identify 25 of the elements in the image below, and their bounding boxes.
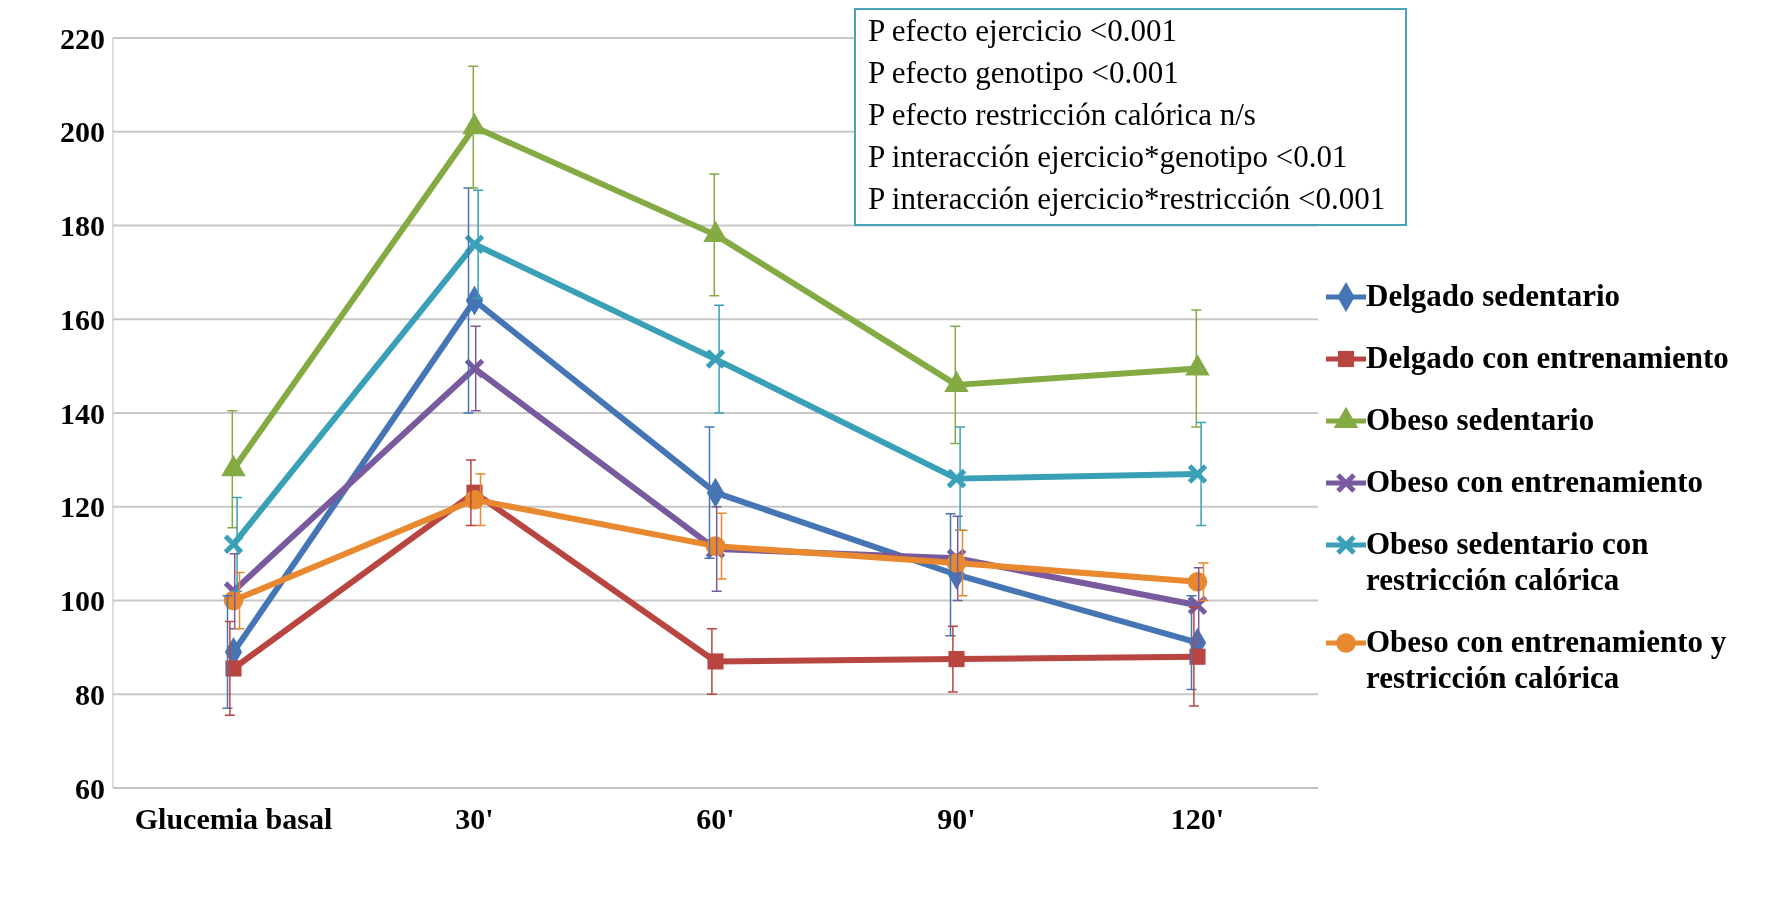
legend-label: Obeso sedentario (1366, 402, 1595, 438)
annotation: P efecto restricción calórica n/s (868, 96, 1257, 134)
y-tick-label: 160 (60, 302, 105, 336)
legend-label: Obeso sedentario con restricción calórica (1366, 526, 1650, 598)
y-tick-label: 80 (75, 677, 105, 711)
y-tick-label: 140 (60, 396, 105, 430)
legend-label: Obeso con entrenamiento (1366, 464, 1703, 500)
annotation: P efecto ejercicio <0.001 (868, 12, 1178, 50)
x-tick-label: 60' (696, 802, 735, 836)
y-tick-label: 60 (75, 771, 105, 805)
y-tick-label: 200 (60, 115, 105, 149)
y-tick-label: 100 (60, 584, 105, 618)
x-tick-label: 90' (937, 802, 976, 836)
annotation: P efecto genotipo <0.001 (868, 54, 1180, 92)
annotation: P interacción ejercicio*genotipo <0.01 (868, 138, 1349, 176)
y-tick-label: 120 (60, 490, 105, 524)
x-tick-label: 120' (1170, 802, 1225, 836)
x-tick-label: 30' (455, 802, 494, 836)
annotation: P interacción ejercicio*restricción <0.001 (868, 180, 1386, 218)
y-tick-label: 180 (60, 209, 105, 243)
legend-label: Delgado sedentario (1366, 278, 1621, 314)
y-tick-label: 220 (60, 21, 105, 55)
legend-label: Obeso con entrenamiento y restricción calórica (1366, 624, 1728, 696)
legend-label: Delgado con entrenamiento (1366, 340, 1729, 376)
x-tick-label: Glucemia basal (134, 802, 333, 836)
